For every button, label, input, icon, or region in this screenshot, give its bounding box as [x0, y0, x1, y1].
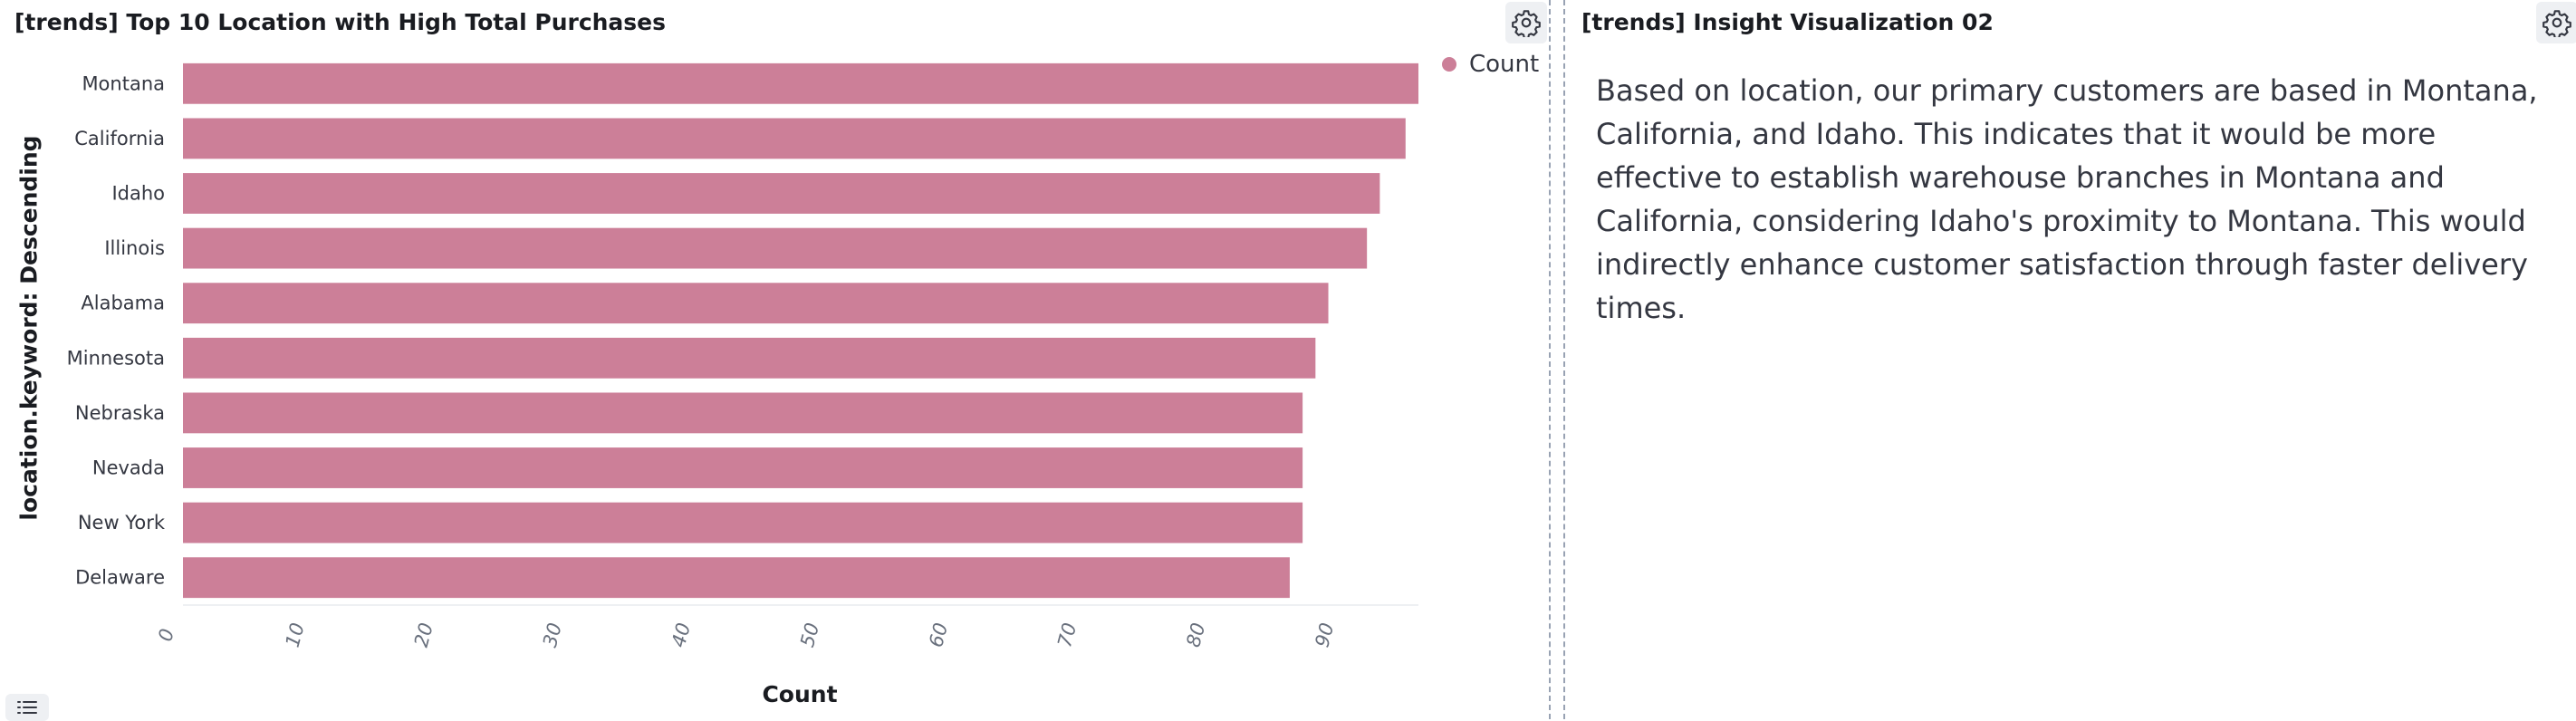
bar-alabama[interactable] — [183, 283, 1329, 324]
x-tick-label: 90 — [1311, 620, 1338, 649]
y-tick-label: California — [74, 128, 165, 149]
bar-illinois[interactable] — [183, 227, 1368, 269]
panel-options-button[interactable] — [1505, 2, 1547, 43]
bar-idaho[interactable] — [183, 173, 1380, 214]
y-tick-label: Montana — [82, 72, 165, 94]
list-icon — [17, 701, 37, 714]
x-tick-label: 50 — [796, 620, 823, 649]
legend-swatch — [1442, 57, 1456, 72]
x-tick-label: 60 — [925, 620, 952, 649]
panel-title: [trends] Insight Visualization 02 — [1581, 9, 1994, 35]
gear-icon — [1512, 10, 1541, 37]
y-axis-title: location.keyword: Descending — [15, 135, 43, 521]
legend-toggle-button[interactable] — [5, 694, 49, 721]
x-axis-title: Count — [762, 681, 838, 707]
bar-nebraska[interactable] — [183, 392, 1303, 434]
bar-chart: Montana California Idaho Illinois Alabama Min… — [67, 62, 1418, 649]
y-tick-label: Delaware — [75, 567, 165, 589]
insight-text: Based on location, our primary customers… — [1596, 73, 2538, 325]
top-locations-panel: [trends] Top 10 Location with High Total… — [5, 2, 1547, 721]
panel-options-button[interactable] — [2536, 2, 2576, 43]
panel-divider — [1549, 0, 1551, 719]
y-tick-label: New York — [78, 512, 166, 534]
x-tick-label: 20 — [410, 620, 437, 649]
y-tick-label: Nebraska — [75, 402, 165, 424]
bar-california[interactable] — [183, 118, 1406, 159]
gear-icon — [2542, 10, 2571, 37]
bar-montana[interactable] — [183, 62, 1418, 104]
bar-new-york[interactable] — [183, 502, 1303, 543]
bar-minnesota[interactable] — [183, 337, 1316, 379]
y-tick-label: Nevada — [92, 457, 165, 479]
chart-legend[interactable]: Count — [1442, 51, 1539, 78]
bar-delaware[interactable] — [183, 557, 1290, 599]
legend-label: Count — [1469, 51, 1540, 78]
insight-panel: [trends] Insight Visualization 02 Based … — [1565, 0, 2576, 719]
bar-nevada[interactable] — [183, 447, 1303, 488]
y-tick-label: Idaho — [111, 183, 165, 205]
panel-title: [trends] Top 10 Location with High Total… — [14, 9, 667, 35]
x-tick-label: 80 — [1182, 620, 1209, 649]
x-tick-label: 0 — [154, 627, 178, 644]
x-tick-label: 10 — [282, 620, 309, 649]
y-tick-label: Alabama — [81, 293, 165, 314]
x-tick-label: 70 — [1053, 620, 1081, 649]
x-tick-label: 40 — [668, 620, 695, 649]
x-tick-label: 30 — [539, 620, 566, 649]
y-tick-label: Minnesota — [67, 347, 165, 369]
y-tick-label: Illinois — [104, 237, 165, 259]
panel-divider — [1563, 0, 1565, 719]
